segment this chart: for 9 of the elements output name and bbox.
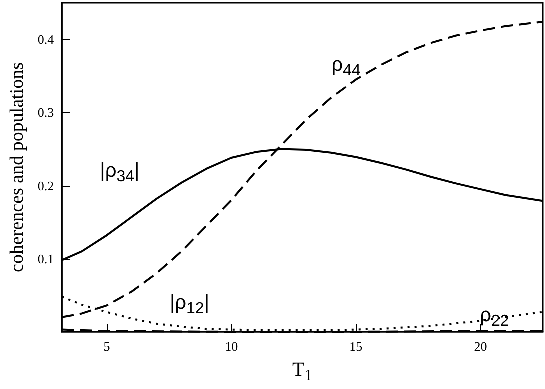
y-tick-label: 0.3 — [38, 105, 54, 120]
y-tick-label: 0.2 — [38, 178, 54, 194]
x-tick-label: 15 — [350, 339, 363, 354]
y-tick-label: 0.1 — [38, 251, 54, 266]
x-tick-label: 5 — [104, 339, 110, 354]
y-axis-title: coherences and populations — [7, 62, 28, 272]
x-tick-label: 10 — [225, 339, 238, 354]
x-tick-label: 20 — [474, 339, 488, 354]
y-tick-label: 0.4 — [38, 32, 55, 48]
